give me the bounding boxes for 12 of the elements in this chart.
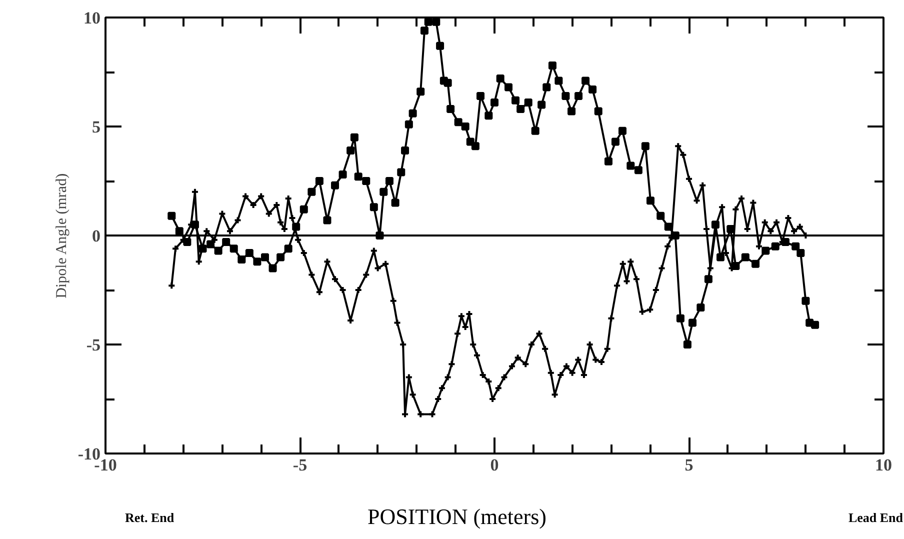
x-tick-label: -5 [292,456,308,474]
text: Ret. End [125,509,174,527]
y-tick-label: 0 [92,226,100,246]
y-tick-label: 5 [92,118,100,136]
y-tick-label: 10 [84,8,100,28]
text: Lead End [848,509,903,527]
x-tick-label: 0 [490,456,499,474]
x-axis-title: POSITION (meters) [367,504,547,529]
y-axis-title: Dipole Angle (mrad) [54,173,70,298]
x-tick-label: 5 [684,456,694,474]
y-tick-label: -5 [86,336,101,354]
x-tick-label: 10 [875,456,892,474]
